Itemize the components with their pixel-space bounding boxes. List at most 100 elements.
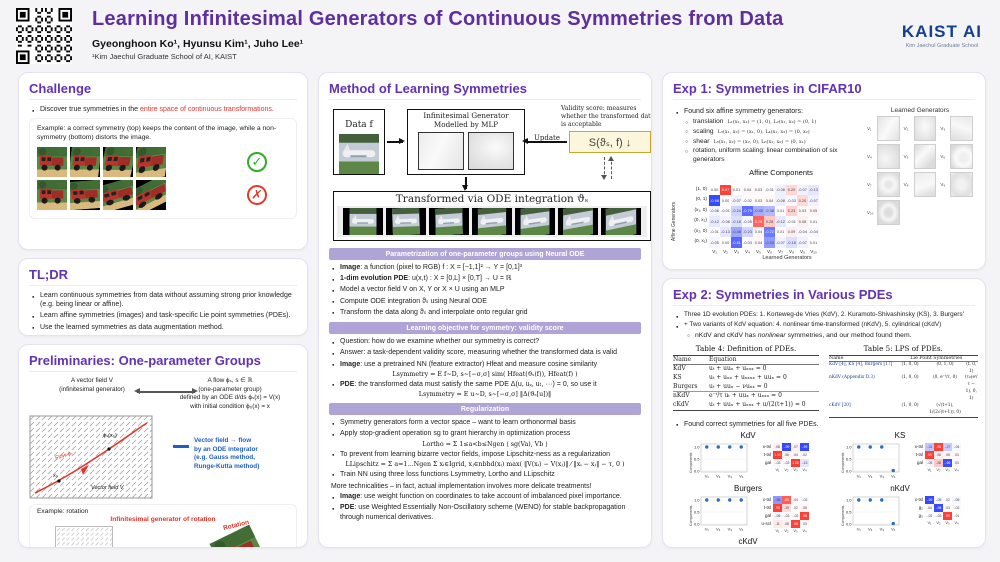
caption-line: with initial condition ϕ₀(x) = x [190, 402, 270, 410]
heatmap-cell: -.02 [925, 511, 934, 520]
table4-title: Table 4: Definition of PDEs. [695, 343, 797, 353]
pde-equation: uₜ + uuₓ − νuₓₓ = 0 [709, 382, 768, 390]
heatmap-col-labels: V₁ V₂ V₃ V₄ [909, 467, 961, 472]
heatmap-cell: .19 [782, 503, 791, 512]
svg-text:1.0: 1.0 [694, 497, 700, 502]
lps-cell: (1, 0, 0) [901, 375, 919, 381]
note-line: (e.g. Gauss method, [194, 454, 256, 462]
heatmap-row-label: (1, 0) [695, 186, 707, 192]
lps-cell [965, 403, 978, 417]
heatmap-cell: .99 [943, 511, 952, 520]
vector-field-plot [29, 415, 153, 499]
generator-field-image [950, 172, 973, 197]
heatmap-cell: 0.00 [720, 237, 731, 248]
generator-tile-label: V₆ [940, 154, 946, 159]
ode-transformed-image [429, 208, 469, 235]
bullet-text: Question: how do we examine whether our … [340, 338, 540, 346]
heatmap-cell: .28 [934, 458, 943, 467]
heatmap-cell: -0.24 [731, 205, 742, 217]
heatmap-cell: 0.20 [786, 184, 797, 196]
heatmap-cell: .98 [791, 519, 800, 528]
heatmap-cell: -.05 [773, 511, 782, 520]
tldr-bullet: Learn affine symmetries (images) and tas… [29, 311, 297, 320]
subfig-heatmap: x-tsl .08 -.99.07 -.99 t-tsl 1.00.06.04.02 gal… [757, 442, 809, 472]
generator-tile-label: V₉ [940, 182, 946, 187]
heatmap-row: x-tsl .08 -.99.07 -.99 [757, 442, 809, 451]
arrow-down-icon [462, 177, 468, 191]
correct-transformed-image [37, 146, 67, 177]
vector-field-caption: A vector field V (infinitesimal generato… [29, 377, 155, 411]
svg-text:Components: Components [689, 505, 693, 526]
heatmap-row-label: x-tsl [762, 444, 771, 450]
challenge-example-box: Example: a correct symmetry (top) keeps … [29, 118, 297, 219]
heatmap-row-label: x-tsl [914, 444, 923, 450]
exp2-bullets: Three 1D evolution PDEs: 1. Korteweg-de … [673, 311, 975, 330]
heatmap-cell: -.05 [934, 495, 943, 504]
pde-name: KS [673, 374, 682, 382]
objective-bullets: Question: how do we examine whether our … [329, 337, 641, 369]
heatmap-cell: -.99 [782, 442, 791, 451]
vector-field-label: Vector field V [91, 485, 124, 491]
heatmap-cell: .06 [782, 450, 791, 459]
table4-row: cKdV uₜ + uuₓ + uₓₓₓ + u/(2(t+1)) = 0 [673, 401, 819, 410]
learned-generator-tile: V₄ [867, 144, 900, 169]
more-bullet: PDE: use Weighted Essentially Non-Oscill… [329, 503, 641, 521]
banner-objective: Learning objective for symmetry: validit… [329, 322, 641, 335]
col-header: Lie Point Symmetries [910, 355, 963, 361]
generator-field-image [877, 144, 900, 169]
subfig-title: cKdV [738, 536, 758, 546]
reg-bullet: Symmetry generators form a vector space … [329, 418, 641, 427]
data-label: Data f [345, 120, 373, 130]
rotation-example-box: Example: rotation Infinitesimal generato… [29, 504, 297, 547]
note-line: Vector field → flow [194, 437, 252, 444]
learned-generator-tile: V₂ [904, 116, 937, 141]
bullet-lead: PDE [340, 504, 355, 512]
phi-x0-label: ϕₛ(x₀) [103, 433, 117, 439]
heatmap-col-label: V₄ [802, 466, 807, 472]
heatmap-cell: -.03 [782, 458, 791, 467]
table4-header: Name Equation [673, 354, 819, 366]
transformed-box: Transformed via ODE integration ϑₛ [333, 191, 651, 241]
pde-subfig-burgers: Burgers Components 1.0 0.5 0.0 V₁ V₂ V₃ V₄ x-tsl -… [679, 484, 817, 535]
heatmap-row-label: t-tsl [763, 505, 771, 511]
generator-label: translation [693, 118, 724, 126]
learned-generator-tile: V₆ [940, 144, 973, 169]
heatmap-cell: -0.07 [797, 237, 808, 248]
heatmap-cell: -0.03 [742, 237, 753, 248]
svg-text:0.0: 0.0 [694, 468, 700, 473]
transformed-strip [337, 206, 647, 237]
heatmap-cell: -0.08 [775, 184, 786, 196]
rotation-example-row: Rotation [37, 519, 289, 547]
param-bullet: 1-dim evolution PDE: u(x,t) : X = [0,L] … [329, 274, 641, 283]
pde-subfig-kdv: KdV Components 1.0 0.5 0.0 V₁ V₂ V₃ V₄ x-tsl .08 -.… [679, 431, 817, 482]
table5-header: Name Lie Point Symmetries [829, 354, 978, 362]
heatmap-cell: .07 [791, 442, 800, 451]
heatmap-col-labels: V₁ V₂ V₃ V₄ [909, 520, 961, 525]
heatmap-cell: .08 [773, 442, 782, 451]
lps-cell: (0, 1, 0) [936, 361, 954, 367]
transformed-title: Transformed via ODE integration ϑₛ [395, 193, 589, 205]
heatmap-cell: .03 [800, 519, 809, 528]
prelim-grid: A vector field V (infinitesimal generato… [29, 377, 297, 499]
preliminaries-panel: Preliminaries: One-parameter Groups A ve… [18, 344, 308, 548]
heatmap-cell: 0.04 [753, 237, 764, 248]
heatmap-row-label: (x₁, 0) [694, 207, 707, 213]
generator-field-image [418, 132, 464, 171]
heatmap-row-label: t-tsl [763, 452, 771, 458]
objective-bullet: PDE: the transformed data must satisfy t… [329, 380, 641, 389]
heatmap-col-label: V₂ [784, 466, 789, 472]
heatmap-cell: -0.38 [764, 205, 775, 217]
exp1-bullets: Found six affine symmetry generators: [673, 107, 859, 116]
bullet-text: Model a vector field V on X, Y or X × U … [340, 286, 505, 294]
heatmap-cell: .03 [952, 450, 961, 459]
heatmap-cell: -0.79 [742, 205, 753, 217]
dashed-connector-icon [601, 156, 615, 180]
table5-rows: KdV [4], KS [4], Burgers [17] (1, 0, 0) (0… [829, 362, 978, 418]
generator-title: Infinitesimal Generator Modelled by MLP [411, 111, 521, 129]
spacer [909, 520, 925, 525]
ode-transformed-image [558, 208, 598, 235]
heatmap-row-label: (0, x₂) [694, 218, 707, 224]
